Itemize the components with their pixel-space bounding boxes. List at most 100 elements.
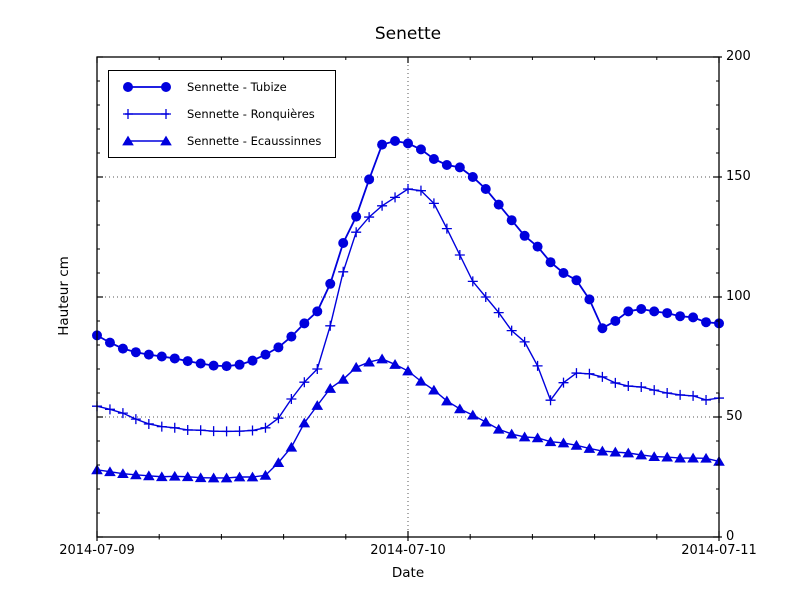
marker-plus <box>493 307 504 318</box>
legend: Sennette - Tubize Sennette - Ronquières Se… <box>108 70 337 158</box>
marker-circle <box>390 136 401 146</box>
marker-triangle <box>337 373 350 384</box>
marker-triangle <box>622 447 635 458</box>
legend-marker-plus <box>161 109 171 119</box>
legend-label: Sennette - Ecaussinnes <box>187 134 322 148</box>
marker-circle <box>493 199 504 210</box>
marker-plus <box>701 394 712 405</box>
marker-circle <box>403 138 413 149</box>
marker-plus <box>169 422 180 433</box>
legend-marker-sample <box>122 135 172 146</box>
legend-marker-circle <box>161 82 171 92</box>
marker-plus <box>545 395 556 406</box>
marker-circle <box>351 211 362 222</box>
marker-circle <box>636 304 647 314</box>
marker-circle <box>273 342 284 353</box>
marker-plus <box>662 388 673 398</box>
marker-triangle <box>648 451 661 461</box>
legend-marker-plus <box>123 109 133 119</box>
marker-circle <box>454 162 465 173</box>
marker-triangle <box>207 472 220 483</box>
legend-marker-triangle <box>122 135 134 146</box>
marker-plus <box>584 368 595 379</box>
marker-circle <box>377 139 388 150</box>
marker-plus <box>273 413 284 424</box>
x-tick-label: 2014-07-10 <box>370 543 446 558</box>
marker-circle <box>532 241 543 252</box>
marker-circle <box>234 359 245 370</box>
y-tick-label: 150 <box>726 169 751 184</box>
legend-marker-circle <box>123 82 133 92</box>
marker-plus <box>221 426 232 437</box>
marker-circle <box>558 268 569 278</box>
marker-triangle <box>389 359 401 369</box>
marker-triangle <box>194 472 207 483</box>
marker-plus <box>234 426 245 437</box>
marker-triangle <box>415 375 427 386</box>
marker-plus <box>299 377 310 388</box>
marker-triangle <box>635 449 648 460</box>
marker-circle <box>610 316 621 326</box>
marker-circle <box>701 317 712 328</box>
marker-plus <box>195 425 206 436</box>
marker-triangle <box>104 466 116 477</box>
y-tick-label: 200 <box>726 49 751 64</box>
marker-triangle <box>557 437 570 448</box>
marker-triangle <box>181 471 194 482</box>
marker-plus <box>182 424 193 435</box>
marker-circle <box>428 154 439 164</box>
marker-circle <box>519 230 530 241</box>
marker-triangle <box>700 452 712 463</box>
marker-plus <box>454 250 465 260</box>
marker-plus <box>441 223 452 234</box>
marker-triangle <box>466 409 479 420</box>
marker-triangle <box>259 469 272 480</box>
marker-circle <box>312 306 323 317</box>
legend-item: Sennette - Ronquières <box>119 105 321 123</box>
marker-triangle <box>441 395 453 406</box>
marker-plus <box>208 426 219 437</box>
marker-circle <box>338 238 349 248</box>
marker-plus <box>260 422 271 433</box>
marker-circle <box>182 356 193 367</box>
marker-triangle <box>155 471 168 482</box>
marker-triangle <box>117 468 129 479</box>
marker-triangle <box>143 470 155 481</box>
marker-plus <box>506 325 517 336</box>
marker-circle <box>415 144 426 155</box>
marker-triangle <box>350 361 362 372</box>
marker-triangle <box>583 443 596 453</box>
marker-plus <box>675 389 686 400</box>
y-tick-label: 100 <box>726 289 751 304</box>
marker-triangle <box>168 470 181 481</box>
marker-plus <box>428 198 439 209</box>
marker-triangle <box>324 383 337 393</box>
marker-triangle <box>233 471 246 482</box>
marker-plus <box>312 364 323 374</box>
marker-circle <box>364 174 375 185</box>
marker-circle <box>467 172 478 182</box>
marker-plus <box>104 404 115 415</box>
marker-plus <box>247 425 258 436</box>
marker-triangle <box>544 436 557 447</box>
marker-plus <box>571 368 582 379</box>
marker-triangle <box>518 431 531 442</box>
marker-triangle <box>363 356 375 367</box>
marker-plus <box>364 212 375 223</box>
marker-plus <box>403 184 413 194</box>
marker-triangle <box>505 428 518 439</box>
marker-triangle <box>220 472 233 483</box>
marker-plus <box>156 421 167 432</box>
marker-triangle <box>674 452 686 463</box>
marker-triangle <box>311 400 324 410</box>
marker-circle <box>208 360 219 371</box>
marker-plus <box>519 336 530 347</box>
marker-plus <box>390 192 401 203</box>
legend-item: Sennette - Tubize <box>119 78 321 96</box>
marker-circle <box>221 361 232 372</box>
marker-triangle <box>609 446 622 457</box>
x-axis-label: Date <box>391 565 425 581</box>
marker-plus <box>558 377 569 388</box>
marker-plus <box>467 276 478 287</box>
marker-circle <box>597 323 608 334</box>
